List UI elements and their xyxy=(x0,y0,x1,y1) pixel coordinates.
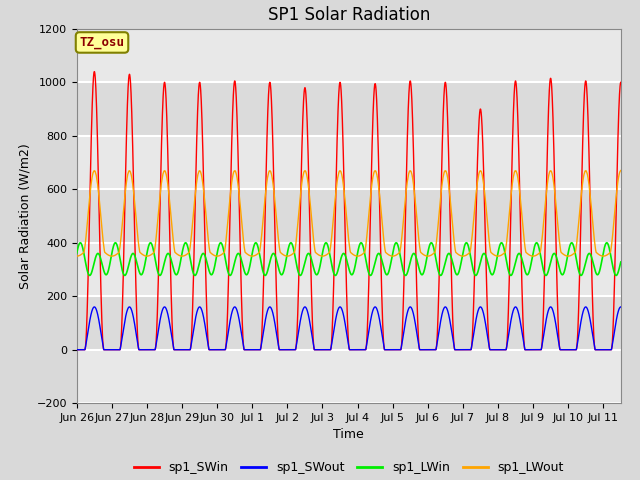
sp1_LWout xyxy=(167,215,175,221)
sp1_LWin xyxy=(168,258,175,264)
sp1_LWout xyxy=(606,250,614,255)
sp1_LWin xyxy=(305,251,313,257)
Bar xyxy=(77,296,621,350)
Bar xyxy=(77,189,621,243)
sp1_LWout xyxy=(305,188,313,194)
sp1_SWin xyxy=(607,347,614,353)
sp1_SWin xyxy=(282,347,289,353)
sp1_LWout xyxy=(548,169,556,175)
sp1_LWin xyxy=(111,240,119,246)
sp1_SWin xyxy=(305,194,313,200)
sp1_SWin xyxy=(617,79,625,85)
sp1_LWin xyxy=(86,273,93,278)
sp1_SWin xyxy=(90,69,98,74)
Line: sp1_SWin: sp1_SWin xyxy=(77,72,621,350)
sp1_LWin xyxy=(617,259,625,265)
sp1_LWin xyxy=(282,259,290,264)
sp1_LWin xyxy=(73,250,81,256)
sp1_SWout xyxy=(548,305,556,311)
sp1_LWout xyxy=(73,253,81,259)
Y-axis label: Solar Radiation (W/m2): Solar Radiation (W/m2) xyxy=(18,143,31,289)
sp1_SWout xyxy=(167,330,175,336)
sp1_LWout xyxy=(282,253,289,259)
sp1_SWout xyxy=(305,315,313,321)
sp1_SWin xyxy=(548,84,556,90)
sp1_SWin xyxy=(168,296,175,302)
sp1_SWout xyxy=(617,304,625,310)
sp1_SWout xyxy=(135,347,143,352)
sp1_LWout xyxy=(135,243,143,249)
sp1_LWin xyxy=(607,251,614,257)
sp1_SWout xyxy=(282,347,289,353)
X-axis label: Time: Time xyxy=(333,429,364,442)
Text: TZ_osu: TZ_osu xyxy=(79,36,125,49)
Bar xyxy=(77,82,621,136)
sp1_LWin xyxy=(548,254,556,260)
sp1_LWout xyxy=(617,168,625,173)
Line: sp1_LWin: sp1_LWin xyxy=(77,243,621,276)
Title: SP1 Solar Radiation: SP1 Solar Radiation xyxy=(268,6,430,24)
sp1_SWout xyxy=(606,347,614,353)
Line: sp1_LWout: sp1_LWout xyxy=(77,170,621,256)
Legend: sp1_SWin, sp1_SWout, sp1_LWin, sp1_LWout: sp1_SWin, sp1_SWout, sp1_LWin, sp1_LWout xyxy=(129,456,569,480)
sp1_SWin xyxy=(135,347,143,353)
sp1_LWin xyxy=(135,269,143,275)
Line: sp1_SWout: sp1_SWout xyxy=(77,307,621,350)
sp1_SWout xyxy=(73,347,81,353)
sp1_SWin xyxy=(73,347,81,353)
